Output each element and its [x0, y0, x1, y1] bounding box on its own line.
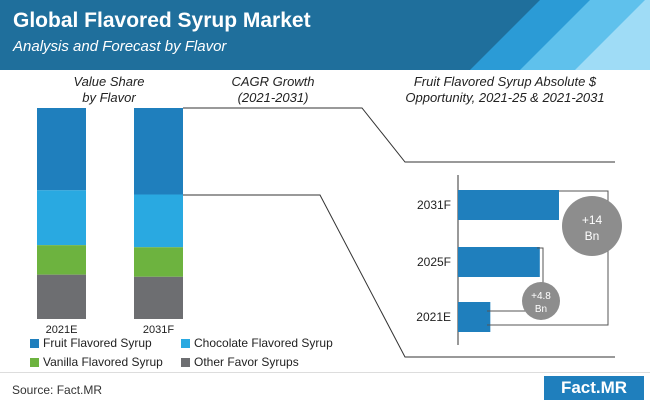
stacked-bar-2031F-3: [134, 276, 183, 319]
stacked-bar-2031F-1: [134, 194, 183, 248]
heading-cagr: CAGR Growth (2021-2031): [231, 74, 314, 105]
connector-bottom: [183, 194, 615, 358]
heading-fruit-opportunity: Fruit Flavored Syrup Absolute $ Opportuni…: [405, 74, 604, 105]
stacked-bar-2021E-0: [37, 108, 86, 191]
heading-value-share: Value Share by Flavor: [73, 74, 144, 105]
stacked-bar-2021E-1: [37, 190, 86, 246]
legend-swatch: [30, 358, 39, 367]
y-tick-label: 2031F: [417, 198, 451, 212]
legend-label: Vanilla Flavored Syrup: [43, 355, 163, 369]
hbar-2021E: [458, 302, 491, 332]
connector-top: [183, 107, 615, 163]
header-banner: Global Flavored Syrup Market Analysis an…: [0, 0, 650, 70]
legend-label: Chocolate Flavored Syrup: [194, 336, 333, 350]
bracket-2031: [487, 190, 609, 326]
bubble-value: +4.8: [531, 291, 551, 302]
stacked-bar-2031F-0: [134, 108, 183, 195]
x-tick-label: 2031F: [143, 324, 174, 336]
legend-swatch: [30, 339, 39, 348]
factmr-logo: Fact.MR: [544, 376, 644, 400]
hbar-2025F: [458, 247, 540, 277]
legend-label: Fruit Flavored Syrup: [43, 336, 152, 350]
page-subtitle: Analysis and Forecast by Flavor: [13, 38, 227, 55]
legend-label: Other Favor Syrups: [194, 355, 299, 369]
bubble-value: +14: [582, 213, 603, 227]
source-text: Source: Fact.MR: [12, 383, 103, 397]
stacked-bar-2021E-2: [37, 245, 86, 275]
stacked-bar-2021E-3: [37, 274, 86, 319]
hbar-2031F: [458, 190, 559, 220]
footer-divider: [0, 372, 650, 373]
x-tick-label: 2021E: [46, 324, 78, 336]
legend-swatch: [181, 358, 190, 367]
bracket-2025: [487, 247, 544, 312]
header-stripes: [470, 0, 650, 70]
page-title: Global Flavored Syrup Market: [13, 9, 311, 32]
bubble-2025: [522, 282, 560, 320]
bubble-unit: Bn: [585, 229, 600, 243]
legend-swatch: [181, 339, 190, 348]
y-tick-label: 2021E: [416, 310, 451, 324]
bubble-unit: Bn: [535, 304, 547, 315]
stacked-bar-2031F-2: [134, 247, 183, 277]
bubble-2031: [562, 196, 622, 256]
y-tick-label: 2025F: [417, 255, 451, 269]
